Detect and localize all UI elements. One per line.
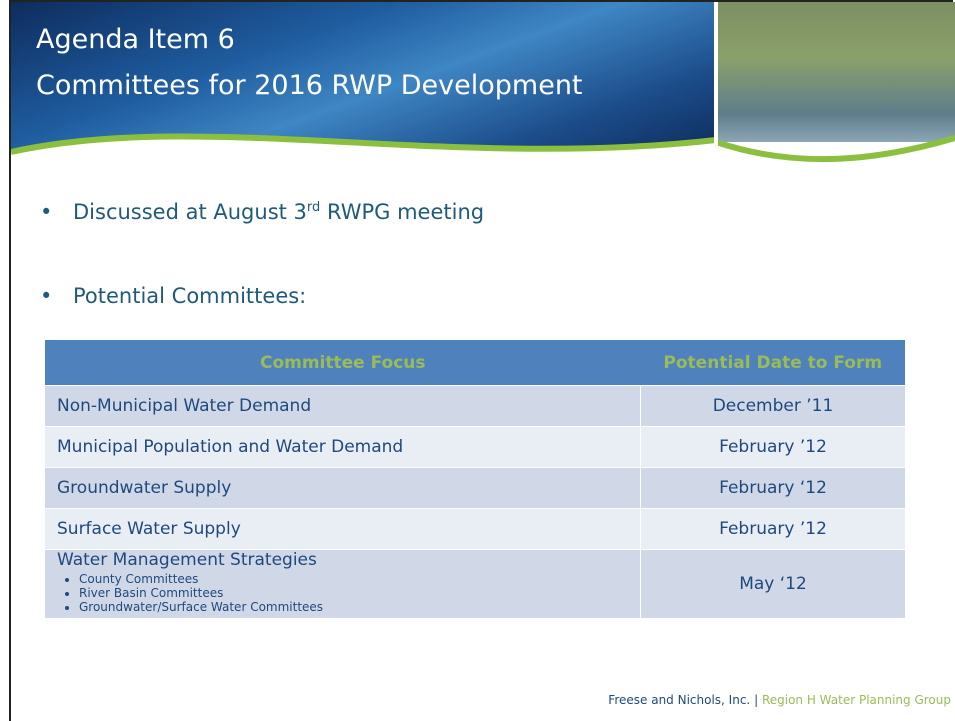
header-wave <box>10 2 955 200</box>
focus-text: Surface Water Supply <box>57 519 241 539</box>
superscript: rd <box>306 200 321 215</box>
focus-cell: Non-Municipal Water Demand <box>45 385 641 427</box>
focus-cell: Surface Water Supply <box>45 508 641 550</box>
title-line: Committees for 2016 RWP Development <box>36 70 583 101</box>
focus-cell: Groundwater Supply <box>45 467 641 509</box>
table-row: Non-Municipal Water Demand December ’11 <box>45 385 905 427</box>
bullet-text: Discussed at August 3 <box>73 200 307 224</box>
table-row: Municipal Population and Water Demand Feb… <box>45 426 905 468</box>
title-line: Agenda Item 6 <box>36 24 235 55</box>
focus-text: Water Management Strategies <box>57 550 317 570</box>
date-cell: February ’12 <box>640 426 905 468</box>
focus-text: Municipal Population and Water Demand <box>57 437 404 457</box>
header-image-water <box>11 2 716 152</box>
header-image-grass <box>716 2 955 142</box>
focus-text: Groundwater Supply <box>57 478 232 498</box>
footer: Freese and Nichols, Inc. | Region H Wate… <box>608 693 951 707</box>
date-cell: February ‘12 <box>640 467 905 509</box>
table-body: Non-Municipal Water Demand December ’11 Mu… <box>45 385 905 618</box>
bullet-text: Potential Committees: <box>73 284 307 308</box>
date-cell: February ’12 <box>640 508 905 550</box>
focus-cell: Municipal Population and Water Demand <box>45 426 641 468</box>
subitem: County Committees <box>79 572 628 586</box>
date-cell: May ‘12 <box>640 549 905 618</box>
footer-company: Freese and Nichols, Inc. <box>608 693 751 707</box>
table-row: Water Management StrategiesCounty Commit… <box>45 549 905 618</box>
column-header: Committee Focus <box>45 340 641 386</box>
slide-border <box>9 0 953 721</box>
focus-text: Non-Municipal Water Demand <box>57 396 312 416</box>
bullet: • Discussed at August 3rd RWPG meeting <box>40 200 485 224</box>
date-cell: December ’11 <box>640 385 905 427</box>
table-row: Surface Water Supply February ’12 <box>45 508 905 550</box>
footer-group: Region H Water Planning Group <box>761 693 951 707</box>
bullet: • Potential Committees: <box>40 284 307 308</box>
table-row: Groundwater Supply February ‘12 <box>45 467 905 509</box>
subitem: Groundwater/Surface Water Committees <box>79 600 628 614</box>
bullet-text: RWPG meeting <box>320 200 485 224</box>
subitem-list: County CommitteesRiver Basin CommitteesG… <box>79 572 628 614</box>
subitem: River Basin Committees <box>79 586 628 600</box>
focus-cell: Water Management StrategiesCounty Commit… <box>45 549 641 618</box>
footer-separator: | <box>754 693 759 707</box>
committee-table: Committee Focus Potential Date to Form N… <box>45 340 905 618</box>
column-header: Potential Date to Form <box>640 340 905 386</box>
